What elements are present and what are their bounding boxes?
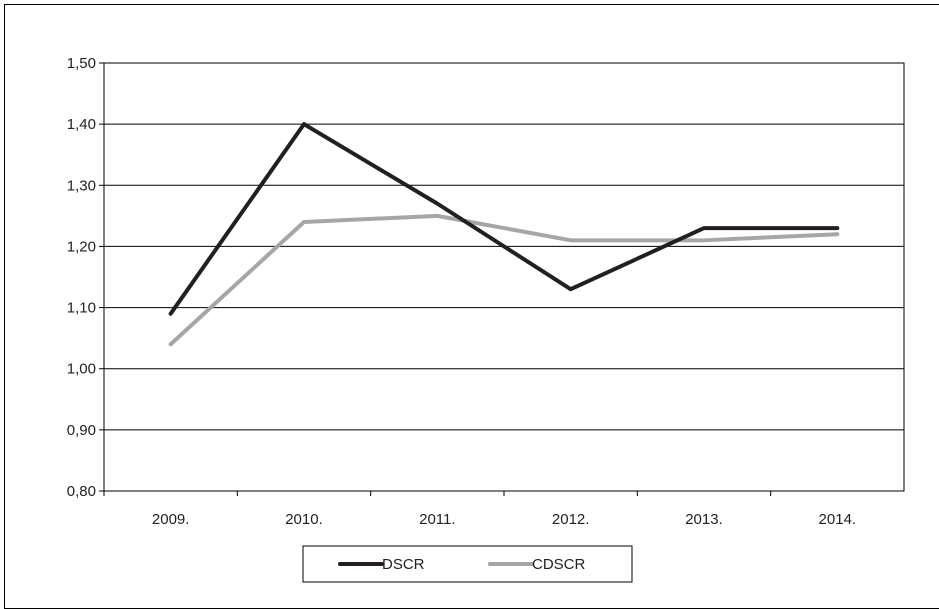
legend: DSCR CDSCR bbox=[302, 545, 633, 583]
y-tick-label: 1,10 bbox=[67, 300, 96, 317]
legend-label-cdscr: CDSCR bbox=[532, 556, 586, 573]
plot-area bbox=[103, 62, 905, 492]
data-point-cdscr bbox=[435, 214, 439, 218]
data-point-cdscr bbox=[302, 220, 306, 224]
data-point-cdscr bbox=[835, 232, 839, 236]
y-tick-label: 1,40 bbox=[67, 116, 96, 133]
y-tick-label: 1,00 bbox=[67, 361, 96, 378]
x-tick-label: 2009. bbox=[152, 511, 190, 528]
y-axis-ticks: 0,80 0,90 1,00 1,10 1,20 1,30 1,40 1,50 bbox=[67, 55, 104, 500]
y-tick-label: 1,20 bbox=[67, 238, 96, 255]
data-point-dscr bbox=[435, 202, 439, 206]
x-tick-label: 2010. bbox=[285, 511, 323, 528]
data-point-cdscr bbox=[702, 238, 706, 242]
data-point-dscr bbox=[302, 122, 306, 126]
y-tick-label: 0,90 bbox=[67, 422, 96, 439]
x-axis-ticks: 2009. 2010. 2011. 2012. 2013. 2014. bbox=[103, 491, 857, 528]
x-tick-label: 2012. bbox=[552, 511, 590, 528]
y-tick-label: 1,50 bbox=[67, 55, 96, 72]
data-point-dscr bbox=[702, 226, 706, 230]
series-lines bbox=[168, 122, 840, 347]
y-tick-label: 1,30 bbox=[67, 177, 96, 194]
gridlines bbox=[104, 123, 904, 431]
series-line-dscr bbox=[168, 122, 840, 316]
data-point-cdscr bbox=[569, 238, 573, 242]
data-point-dscr bbox=[835, 226, 839, 230]
data-point-cdscr bbox=[169, 342, 173, 346]
y-tick-label: 0,80 bbox=[67, 483, 96, 500]
data-point-dscr bbox=[569, 287, 573, 291]
data-point-dscr bbox=[169, 312, 173, 316]
legend-label-dscr: DSCR bbox=[382, 556, 425, 573]
series-line-cdscr bbox=[168, 213, 840, 347]
x-tick-label: 2014. bbox=[819, 511, 857, 528]
x-tick-label: 2011. bbox=[419, 511, 455, 528]
x-tick-label: 2013. bbox=[685, 511, 723, 528]
